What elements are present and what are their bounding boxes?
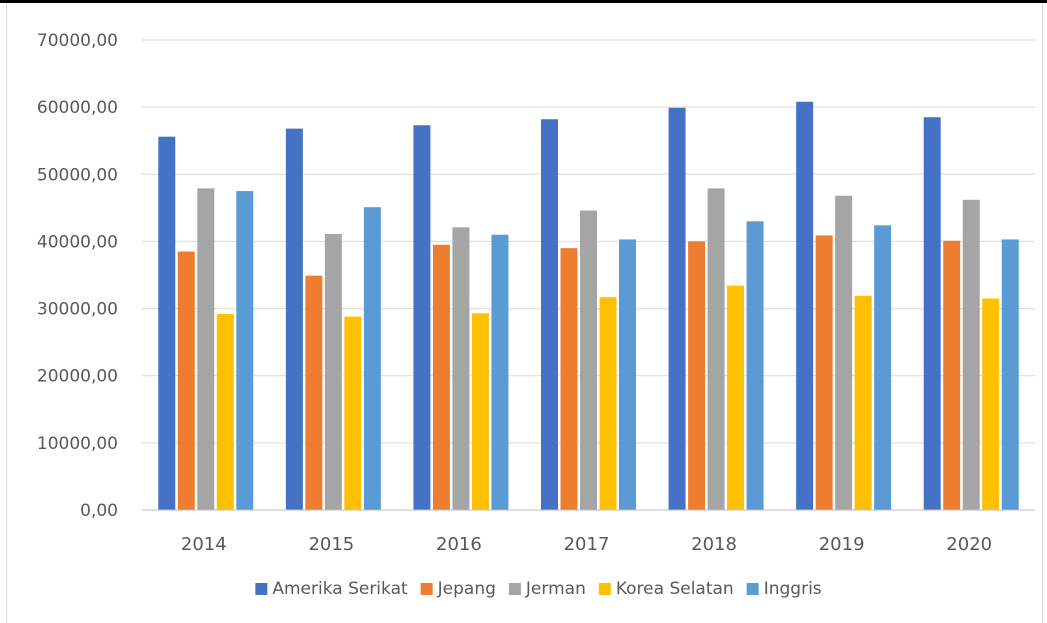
legend-label: Jerman bbox=[525, 579, 586, 599]
frame-right-border bbox=[1042, 3, 1043, 623]
bar-jerman-2014 bbox=[197, 188, 215, 510]
bar-korea-selatan-2017 bbox=[599, 297, 617, 510]
x-axis: 2014 2015 2016 2017 2018 2019 2020 bbox=[142, 509, 1035, 555]
bar-korea-selatan-2016 bbox=[471, 313, 489, 510]
y-tick-label: 40000,00 bbox=[37, 232, 118, 252]
x-tick-label: 2014 bbox=[181, 534, 227, 555]
bar-jepang-2018 bbox=[688, 241, 706, 510]
bar-inggris-2020 bbox=[1001, 239, 1019, 510]
legend-swatch bbox=[598, 583, 611, 595]
legend-swatch bbox=[746, 583, 759, 595]
bar-amerika-serikat-2020 bbox=[923, 117, 941, 510]
bar-jepang-2019 bbox=[815, 235, 833, 510]
x-tick-label: 2015 bbox=[308, 534, 354, 555]
y-tick-label: 60000,00 bbox=[37, 98, 118, 118]
bar-jepang-2020 bbox=[943, 240, 961, 510]
bar-jepang-2016 bbox=[432, 244, 450, 511]
legend-label: Inggris bbox=[764, 579, 822, 599]
y-tick-label: 30000,00 bbox=[37, 300, 118, 320]
legend-swatch bbox=[508, 583, 521, 595]
bar-jerman-2018 bbox=[707, 188, 725, 510]
bar-jerman-2017 bbox=[580, 210, 597, 511]
x-tick-label: 2020 bbox=[946, 534, 992, 555]
y-tick-label: 50000,00 bbox=[37, 165, 118, 185]
y-axis: 0,00 10000,00 20000,00 30000,00 40000,00 5000… bbox=[37, 31, 118, 521]
bars bbox=[158, 101, 1019, 511]
legend-label: Amerika Serikat bbox=[272, 579, 408, 599]
bar-jerman-2016 bbox=[452, 227, 470, 511]
bar-jerman-2015 bbox=[324, 234, 342, 511]
x-tick-label: 2016 bbox=[436, 534, 482, 555]
bar-jepang-2014 bbox=[177, 251, 195, 510]
bar-jepang-2017 bbox=[560, 248, 578, 510]
legend-item: Jepang bbox=[420, 579, 496, 599]
legend-label: Jepang bbox=[437, 579, 496, 599]
bar-amerika-serikat-2018 bbox=[668, 107, 686, 511]
y-tick-label: 70000,00 bbox=[37, 31, 118, 51]
bar-jerman-2020 bbox=[962, 199, 980, 511]
frame-top-border bbox=[0, 0, 1047, 3]
bar-amerika-serikat-2016 bbox=[413, 125, 431, 511]
bar-amerika-serikat-2017 bbox=[541, 119, 558, 510]
bar-amerika-serikat-2019 bbox=[796, 101, 814, 511]
legend-item: Amerika Serikat bbox=[255, 579, 408, 599]
x-tick-label: 2019 bbox=[819, 534, 865, 555]
bar-korea-selatan-2019 bbox=[854, 295, 872, 510]
bar-inggris-2019 bbox=[874, 225, 892, 511]
y-tick-label: 0,00 bbox=[80, 501, 118, 521]
bar-jepang-2015 bbox=[305, 275, 323, 510]
bar-jerman-2019 bbox=[835, 195, 853, 510]
bar-amerika-serikat-2014 bbox=[158, 136, 176, 510]
bar-korea-selatan-2015 bbox=[344, 316, 362, 510]
legend-item: Inggris bbox=[746, 579, 822, 599]
y-tick-label: 10000,00 bbox=[37, 434, 118, 454]
bar-korea-selatan-2018 bbox=[727, 285, 745, 510]
bar-inggris-2017 bbox=[619, 239, 636, 510]
bar-korea-selatan-2014 bbox=[216, 313, 234, 510]
legend: Amerika Serikat Jepang Jerman Korea Selatan… bbox=[255, 579, 822, 599]
bar-inggris-2014 bbox=[236, 191, 254, 511]
legend-label: Korea Selatan bbox=[616, 579, 734, 599]
bar-inggris-2015 bbox=[363, 207, 381, 510]
frame-left-border bbox=[6, 3, 7, 623]
legend-swatch bbox=[255, 583, 268, 595]
legend-item: Korea Selatan bbox=[598, 579, 734, 599]
bar-amerika-serikat-2015 bbox=[285, 128, 303, 510]
bar-inggris-2016 bbox=[491, 234, 509, 510]
bar-korea-selatan-2020 bbox=[982, 298, 1000, 510]
y-tick-label: 20000,00 bbox=[37, 367, 118, 387]
x-tick-label: 2018 bbox=[691, 534, 737, 555]
bar-inggris-2018 bbox=[746, 221, 764, 511]
x-tick-label: 2017 bbox=[564, 534, 610, 555]
legend-item: Jerman bbox=[508, 579, 586, 599]
legend-swatch bbox=[420, 583, 433, 595]
